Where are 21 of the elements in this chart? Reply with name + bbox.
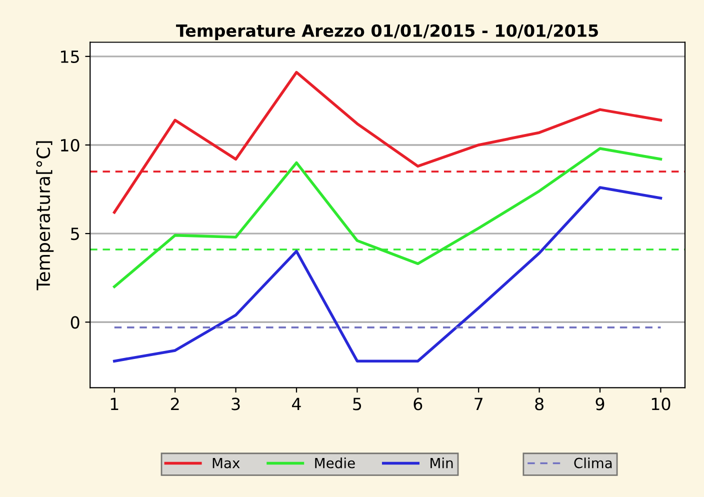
x-tick-label: 10 xyxy=(652,398,670,410)
x-tick-label: 1 xyxy=(110,398,118,410)
x-tick-label: 6 xyxy=(414,398,422,410)
y-tick-label: 0 xyxy=(70,316,80,329)
y-tick-label: 15 xyxy=(61,50,79,63)
legend-label: Min xyxy=(430,458,453,468)
y-tick-label: 5 xyxy=(71,228,79,240)
chart-title: Temperature Arezzo 01/01/2015 - 10/01/2015 xyxy=(176,24,598,40)
x-tick-label: 2 xyxy=(171,398,179,410)
legend-label: Clima xyxy=(574,458,612,468)
x-tick-label: 4 xyxy=(292,398,301,410)
x-tick-label: 8 xyxy=(535,398,544,410)
x-tick-label: 9 xyxy=(596,398,604,410)
legend-label: Max xyxy=(212,458,240,468)
x-tick-label: 5 xyxy=(353,398,362,410)
legend-label: Medie xyxy=(315,458,355,468)
line-series xyxy=(113,186,662,362)
x-tick-label: 7 xyxy=(474,398,482,410)
x-tick-label: 3 xyxy=(232,398,240,410)
y-axis-title: Temperatura[°C] xyxy=(36,141,54,290)
y-tick-label: 10 xyxy=(61,138,80,152)
